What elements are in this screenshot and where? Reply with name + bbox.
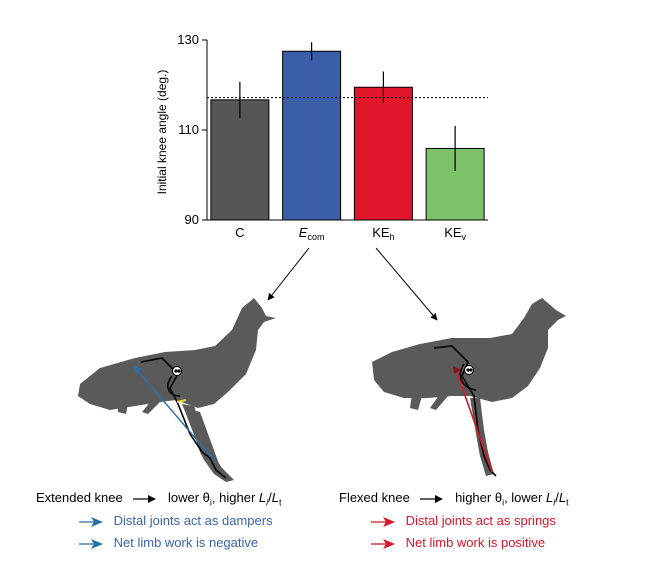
caption-right-result: higher θi, lower Li/Lt (455, 490, 569, 508)
bird-flexed-knee (372, 298, 566, 477)
arrow-right-icon (133, 494, 157, 503)
limb-length-line-left (136, 369, 216, 462)
caption-left-line1: Distal joints act as dampers (113, 513, 273, 528)
bird-extended-knee (78, 298, 276, 482)
bar (282, 50, 342, 221)
arrow-right-icon (371, 538, 395, 549)
arrow-right-icon (79, 516, 103, 527)
arrow-right-icon (420, 494, 444, 503)
y-axis-label: Initial knee angle (deg.) (155, 70, 169, 195)
bars (210, 50, 485, 221)
y-tick-label: 90 (185, 212, 199, 227)
x-tick-labels: C Ecom KEh KEv (235, 225, 466, 242)
caption-left-line2-row: Net limb work is negative (78, 535, 258, 550)
caption-right-title: Flexed knee (339, 490, 410, 505)
arrow-right-icon (371, 516, 395, 527)
bar (353, 86, 413, 221)
limb-length-line-right (455, 369, 493, 473)
caption-left-title: Extended knee (36, 490, 123, 505)
caption-left-title-row: Extended knee lower θi, higher Li/Lt (36, 490, 282, 508)
caption-left-line1-row: Distal joints act as dampers (78, 513, 273, 528)
caption-right-line2: Net limb work is positive (405, 535, 546, 550)
error-bars (239, 42, 456, 171)
y-tick-label: 110 (178, 122, 199, 137)
arrow-ecom-to-bird (267, 247, 310, 301)
caption-right-line2-row: Net limb work is positive (370, 535, 545, 550)
caption-right-line1: Distal joints act as springs (405, 513, 556, 528)
caption-left-result: lower θi, higher Li/Lt (167, 490, 282, 508)
y-ticks: 90 110 130 (177, 32, 207, 227)
x-tick-label: KEv (444, 225, 466, 242)
x-tick-label: C (235, 225, 244, 240)
y-tick-label: 130 (177, 32, 199, 47)
x-tick-label: Ecom (299, 225, 325, 242)
bar-chart: Initial knee angle (deg.) 90 110 130 C Ecom… (155, 32, 488, 242)
arrow-right-icon (79, 538, 103, 549)
arrow-keh-to-bird (375, 247, 438, 321)
caption-right-line1-row: Distal joints act as springs (370, 513, 556, 528)
caption-right-title-row: Flexed knee higher θi, lower Li/Lt (339, 490, 569, 508)
bar (210, 99, 270, 221)
caption-left-line2: Net limb work is negative (113, 535, 259, 550)
x-tick-label: KEh (372, 225, 394, 242)
